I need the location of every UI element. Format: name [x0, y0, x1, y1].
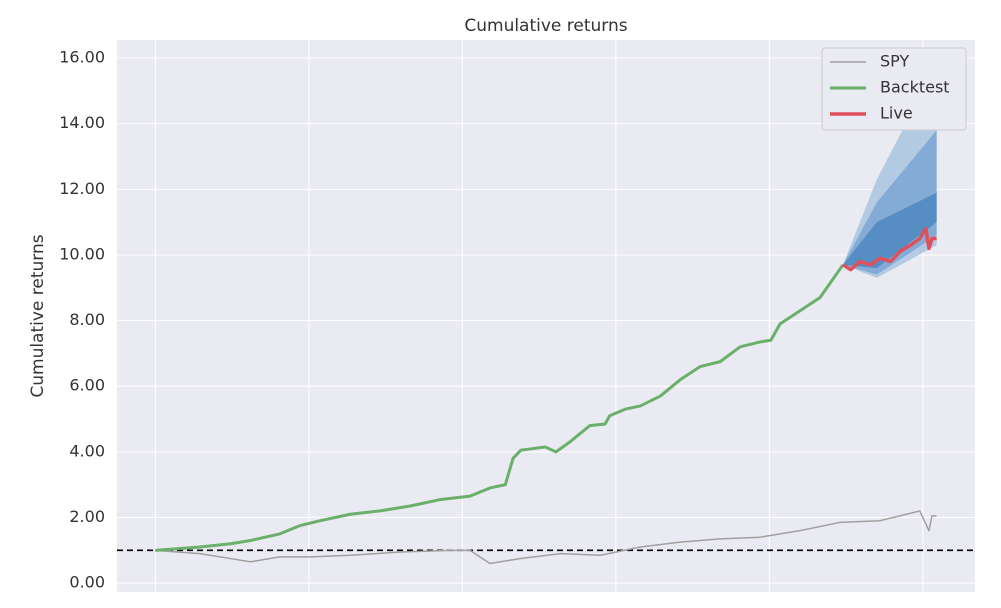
y-tick-label: 10.00 — [59, 244, 105, 263]
legend-box — [821, 47, 967, 131]
line — [842, 226, 937, 272]
cone-band — [843, 192, 937, 269]
y-tick-label: 0.00 — [69, 573, 105, 592]
y-tick-label: 6.00 — [69, 376, 105, 395]
y-tick-label: 12.00 — [59, 179, 105, 198]
y-tick-label: 4.00 — [69, 441, 105, 460]
chart-title: Cumulative returns — [464, 16, 627, 36]
y-tick-label: 2.00 — [69, 507, 105, 526]
y-axis-label: Cumulative returns — [28, 234, 48, 397]
line — [155, 510, 937, 565]
line — [155, 263, 845, 552]
legend-label: Backtest — [880, 78, 950, 97]
plot-background — [117, 40, 975, 592]
y-tick-label: 8.00 — [69, 310, 105, 329]
y-tick-label: 14.00 — [59, 113, 105, 132]
legend-label: SPY — [880, 52, 909, 71]
y-tick-label: 16.00 — [59, 48, 105, 67]
legend-label: Live — [880, 104, 913, 123]
